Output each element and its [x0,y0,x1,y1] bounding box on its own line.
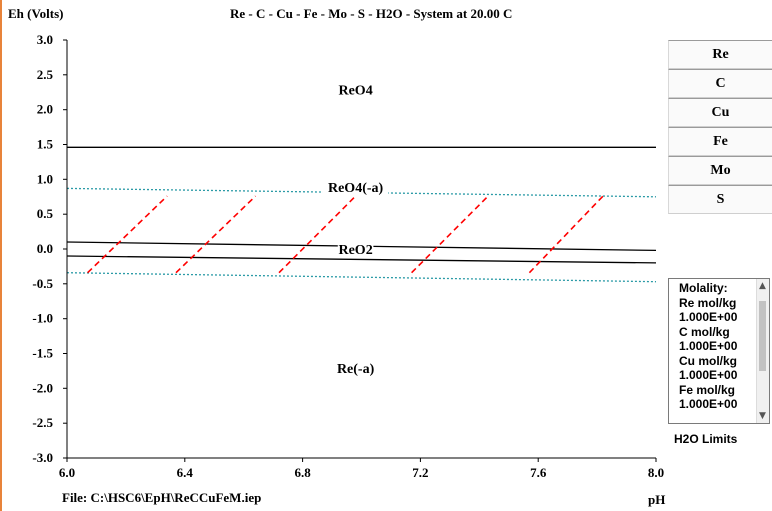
y-tick-label: -3.0 [32,450,53,465]
y-tick-label: 2.5 [37,67,54,82]
chart-title: Re - C - Cu - Fe - Mo - S - H2O - System… [230,6,513,21]
scroll-down-icon[interactable]: ▼ [759,411,766,421]
region-label-background [337,83,374,99]
eh-ph-diagram: ReO4 ReO4(-a) ReO2 Re(-a) 3.0 2.5 2.0 1.5 1.0 0.… [32,32,665,507]
scroll-thumb[interactable] [759,301,766,371]
y-tick-label: 1.5 [37,137,54,152]
x-tick-label: 6.8 [294,465,311,480]
region-label-background [337,242,374,258]
element-button-s[interactable]: S [668,185,772,214]
scroll-up-icon[interactable]: ▲ [759,281,766,291]
molality-line: 1.000E+00 [679,310,738,324]
molality-line: Fe mol/kg [679,382,736,397]
molality-line: Molality: [679,281,728,295]
molality-line: C mol/kg [679,324,730,339]
y-tick-label: -1.0 [32,311,53,326]
red-dashed-annotation [411,195,489,274]
x-tick-label: 6.0 [59,465,75,480]
molality-list[interactable]: Molality: Re mol/kg 1.000E+00 C mol/kg 1… [668,278,770,424]
region-label: ReO4(-a) [328,181,384,196]
red-dashed-annotation [87,195,168,274]
element-button-cu[interactable]: Cu [668,98,772,127]
h2o-limits-label[interactable]: H2O Limits [674,432,738,446]
x-tick-label: 6.4 [177,465,194,480]
region-label: ReO2 [338,243,372,258]
element-button-mo[interactable]: Mo [668,156,772,185]
x-tick-label: 7.2 [412,465,428,480]
molality-line: Cu mol/kg [679,353,738,368]
boundary-line [66,255,657,264]
y-tick-label: 0.5 [37,206,54,221]
y-tick-label: -2.0 [32,380,53,395]
molality-text: Molality: Re mol/kg 1.000E+00 C mol/kg 1… [679,281,737,412]
y-tick-label: -2.5 [32,415,53,430]
y-tick-label: -0.5 [32,276,53,291]
y-tick-label: 0.0 [37,241,53,256]
region-label-background [330,362,381,377]
element-buttons: Re C Cu Fe Mo S [668,40,772,214]
region-label-background [323,180,389,196]
region-label: Re(-a) [337,362,375,377]
red-dashed-annotation [528,195,604,274]
red-dashed-annotation [175,195,257,274]
y-tick-label: 1.0 [37,171,53,186]
element-button-c[interactable]: C [668,69,772,98]
y-tick-label: 3.0 [37,32,53,47]
x-tick-label: 8.0 [648,465,664,480]
y-tick-label: -1.5 [32,346,53,361]
file-path: File: C:\HSC6\EpH\ReCCuFeM.iep [62,490,262,505]
molality-line: 1.000E+00 [679,397,738,411]
molality-scrollbar[interactable]: ▲ ▼ [756,279,769,423]
y-tick-label: 2.0 [37,102,53,117]
water-limit-line [66,272,657,283]
red-dashed-annotation [278,195,357,274]
y-axis-label: Eh (Volts) [8,6,64,21]
element-button-fe[interactable]: Fe [668,127,772,156]
molality-line: Re mol/kg [679,295,737,310]
molality-line: 1.000E+00 [679,339,738,353]
window-edge [0,0,2,511]
molality-line: 1.000E+00 [679,368,738,382]
region-label: ReO4 [338,83,372,98]
x-axis-title: pH [648,492,665,507]
x-tick-label: 7.6 [530,465,547,480]
element-button-re[interactable]: Re [668,40,772,69]
